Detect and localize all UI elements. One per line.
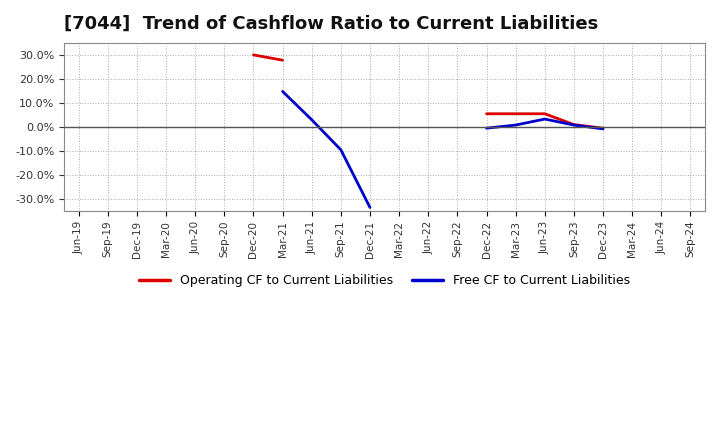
Free CF to Current Liabilities [307, 117, 316, 122]
Text: [7044]  Trend of Cashflow Ratio to Current Liabilities: [7044] Trend of Cashflow Ratio to Curren… [64, 15, 598, 33]
Line: Free CF to Current Liabilities: Free CF to Current Liabilities [282, 92, 370, 208]
Free CF to Current Liabilities [336, 147, 345, 152]
Free CF to Current Liabilities [278, 89, 287, 94]
Operating CF to Current Liabilities [278, 58, 287, 63]
Operating CF to Current Liabilities [249, 52, 258, 58]
Line: Operating CF to Current Liabilities: Operating CF to Current Liabilities [253, 55, 282, 60]
Free CF to Current Liabilities [366, 205, 374, 210]
Legend: Operating CF to Current Liabilities, Free CF to Current Liabilities: Operating CF to Current Liabilities, Fre… [134, 269, 635, 292]
